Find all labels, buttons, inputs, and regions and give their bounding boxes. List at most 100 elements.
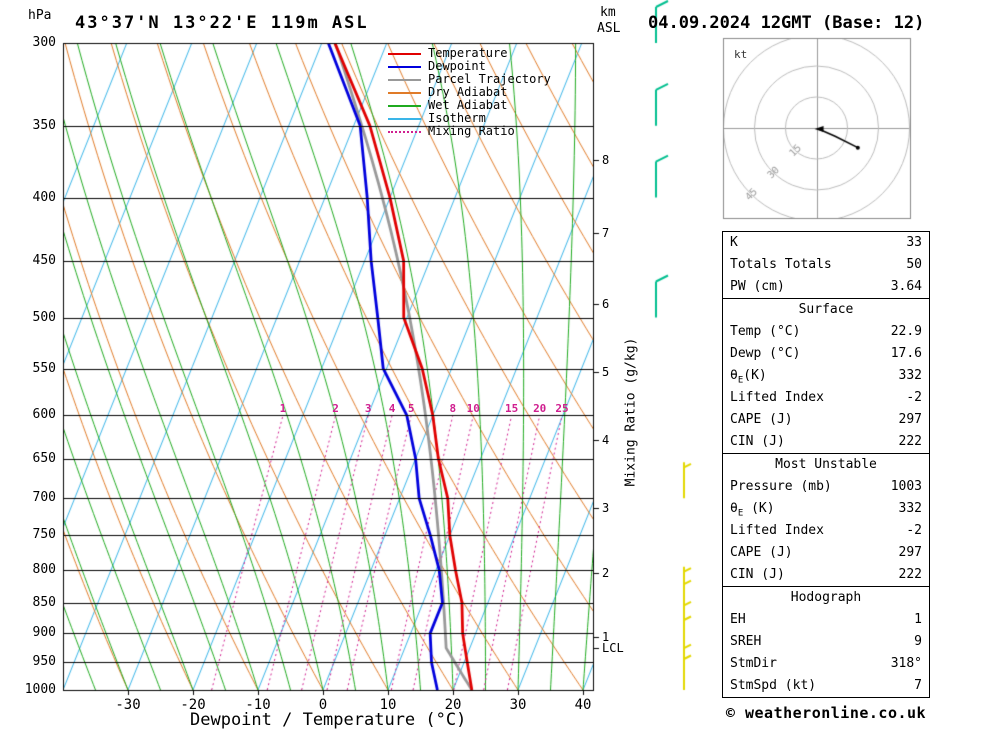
km-tick-label: 6	[602, 297, 610, 312]
pressure-axis-unit: hPa	[28, 8, 52, 23]
legend-item: Dry Adiabat	[388, 86, 551, 99]
temp-tick-label: 0	[318, 697, 328, 713]
info-table-row-value: 332	[898, 368, 922, 383]
info-table-row: K 33	[723, 232, 929, 254]
info-table-section-header: Most Unstable	[775, 457, 877, 472]
info-table-row-label: EH	[730, 612, 746, 627]
info-table-row: Lifted Index -2	[723, 520, 929, 542]
legend-swatch-dewpoint	[388, 65, 421, 68]
info-table-row: CIN (J) 222	[723, 431, 929, 453]
pressure-tick-label: 500	[32, 309, 56, 325]
info-table-row-value: 3.64	[890, 279, 922, 294]
info-table-section-header: Surface	[798, 302, 854, 317]
mixing-ratio-value-label: 3	[364, 402, 372, 416]
info-table-row-value: 33	[906, 235, 922, 250]
info-table-row-value: 9	[914, 634, 922, 649]
info-table-section: Surface Temp (°C) 22.9 Dewp (°C) 17.6 θE(K) 33…	[723, 298, 929, 453]
info-table-row-value: 50	[906, 257, 922, 272]
pressure-tick-label: 550	[32, 360, 56, 376]
km-tick-label: 2	[602, 566, 610, 581]
legend-swatch-parcel-trajectory	[388, 78, 421, 81]
mixing-ratio-value-label: 1	[279, 402, 287, 416]
altitude-axis-unit-asl: ASL	[597, 21, 621, 36]
legend-label: Mixing Ratio	[428, 124, 515, 138]
info-table-row-label: Totals Totals	[730, 257, 832, 272]
info-table-section-header: Hodograph	[790, 590, 862, 605]
km-tick-label: 3	[602, 501, 610, 516]
run-datetime-title: 04.09.2024 12GMT (Base: 12)	[648, 13, 925, 33]
info-table-row-label: PW (cm)	[730, 279, 785, 294]
legend-item: Isotherm	[388, 112, 551, 125]
info-table-row-label: K	[730, 235, 738, 250]
pressure-tick-label: 900	[32, 625, 56, 641]
mixing-ratio-value-label: 10	[466, 402, 480, 416]
info-table-row-label: CIN (J)	[730, 434, 785, 449]
mixing-ratio-value-label: 2	[332, 402, 339, 416]
legend-swatch-dry-adiabat	[388, 91, 421, 94]
info-table-row-label: Lifted Index	[730, 523, 824, 538]
info-table-row: Temp (°C) 22.9	[723, 321, 929, 343]
copyright-link[interactable]: © weatheronline.co.uk	[725, 704, 927, 722]
info-table-row: StmDir 318°	[723, 653, 929, 675]
temp-tick-label: 10	[379, 697, 397, 713]
info-table-row-label: Dewp (°C)	[730, 346, 801, 361]
legend-item: Mixing Ratio	[388, 125, 551, 138]
info-table-row-value: 7	[914, 678, 922, 693]
mixing-ratio-axis-label: Mixing Ratio (g/kg)	[623, 337, 639, 487]
info-table-row-value: 222	[898, 567, 922, 582]
km-tick-label: 7	[602, 225, 610, 240]
legend-label: Parcel Trajectory	[428, 72, 551, 86]
temp-tick-label: -10	[245, 697, 271, 713]
legend-item: Parcel Trajectory	[388, 73, 551, 86]
info-table-row-value: -2	[906, 523, 922, 538]
legend-label: Temperature	[428, 46, 508, 60]
info-table-row-label: CAPE (J)	[730, 412, 793, 427]
pressure-tick-label: 650	[32, 450, 56, 466]
info-table-row-label: Temp (°C)	[730, 324, 801, 339]
legend-swatch-temperature	[388, 52, 421, 55]
info-table-row: PW (cm) 3.64	[723, 276, 929, 298]
altitude-axis-unit-km: km	[600, 5, 616, 20]
pressure-tick-label: 300	[32, 35, 56, 50]
info-table-row: Dewp (°C) 17.6	[723, 343, 929, 365]
pressure-tick-label: 700	[32, 490, 56, 506]
info-table-row-label: θE(K)	[730, 368, 767, 386]
mixing-ratio-value-label: 25	[555, 402, 569, 416]
legend-label: Isotherm	[428, 111, 486, 125]
legend-label: Dewpoint	[428, 59, 486, 73]
info-table: K 33 Totals Totals 50 PW (cm) 3.64 Surface Temp…	[722, 231, 930, 698]
km-tick-label: 4	[602, 432, 610, 447]
info-table-row-label: CIN (J)	[730, 567, 785, 582]
lcl-label: LCL	[602, 641, 624, 655]
info-table-row: CIN (J) 222	[723, 564, 929, 586]
info-table-row-label: StmDir	[730, 656, 777, 671]
info-table-row-label: Lifted Index	[730, 390, 824, 405]
info-table-row: θE(K) 332	[723, 365, 929, 387]
legend-label: Dry Adiabat	[428, 85, 508, 99]
info-table-row-label: SREH	[730, 634, 762, 649]
info-table-row-label: CAPE (J)	[730, 545, 793, 560]
info-table-row: θE (K) 332	[723, 498, 929, 520]
km-tick-label: 8	[602, 153, 610, 168]
temp-tick-label: -30	[115, 697, 141, 713]
info-table-row: StmSpd (kt) 7	[723, 675, 929, 697]
temp-tick-label: 30	[509, 697, 527, 713]
info-table-row-value: 222	[898, 434, 922, 449]
pressure-tick-label: 600	[32, 407, 56, 423]
info-table-row-value: 297	[898, 545, 922, 560]
info-table-row: CAPE (J) 297	[723, 542, 929, 564]
legend-item: Wet Adiabat	[388, 99, 551, 112]
temperature-axis-label: Dewpoint / Temperature (°C)	[190, 710, 467, 730]
legend: Temperature Dewpoint Parcel Trajectory Dry …	[388, 47, 551, 138]
info-table-section: Hodograph EH 1 SREH 9 StmDir 318° StmSpd (kt) 7	[723, 586, 929, 697]
mixing-ratio-value-label: 20	[533, 402, 547, 416]
mixing-ratio-value-label: 4	[388, 402, 396, 416]
hodograph-unit-label: kt	[734, 48, 748, 61]
info-table-row: CAPE (J) 297	[723, 409, 929, 431]
km-tick-label: 5	[602, 364, 610, 379]
info-table-row-label: θE (K)	[730, 501, 775, 519]
temp-tick-label: 40	[574, 697, 592, 713]
legend-label: Wet Adiabat	[428, 98, 508, 112]
info-table-row-value: 1	[914, 612, 922, 627]
pressure-tick-label: 800	[32, 562, 56, 578]
